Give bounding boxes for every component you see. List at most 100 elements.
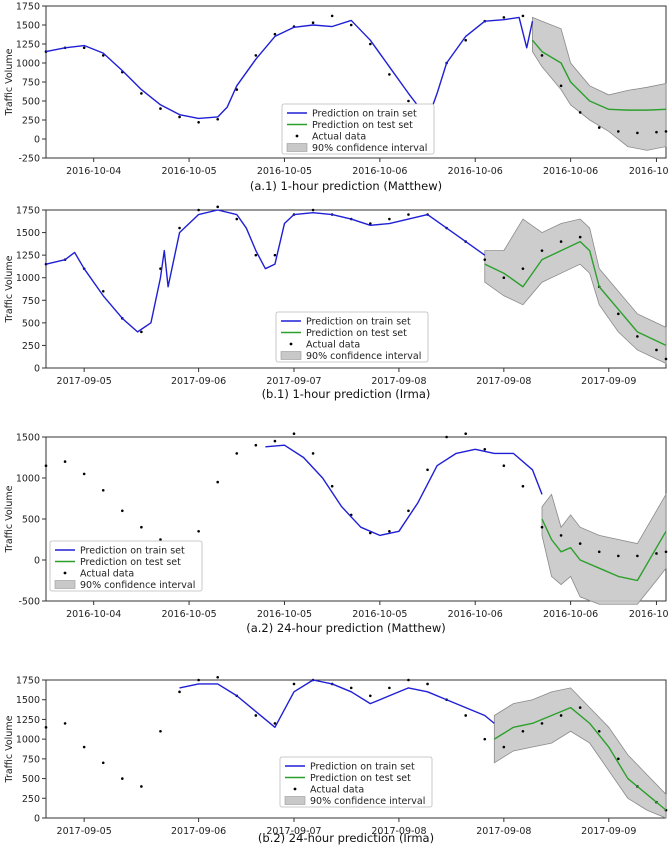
actual-data-point [655,552,658,555]
x-tick-label: 2016-10-05 [257,166,312,177]
actual-data-point [178,690,181,694]
confidence-band [532,16,667,151]
y-tick-label: 750 [22,296,40,307]
actual-data-point [82,745,86,749]
x-tick-label: 2016-10-04 [66,609,121,620]
actual-data-point [101,289,105,293]
x-tick-label: 2017-09-08 [371,376,426,387]
x-tick-label: 2016-10-05 [161,609,216,620]
actual-data-point [464,38,467,42]
y-tick-label: 0 [34,556,40,567]
actual-data-point [521,14,525,18]
actual-data-point [407,213,410,216]
actual-data-point [559,714,563,717]
y-tick-label: 1000 [16,735,40,746]
y-tick-label: -250 [18,154,40,165]
actual-data-point [44,464,48,468]
actual-data-point [330,14,334,18]
y-tick-label: 1750 [16,2,40,13]
actual-data-point [82,472,86,476]
actual-data-point [540,249,544,252]
y-tick-label: 1000 [16,474,40,485]
x-tick-label: 2017-09-05 [57,826,112,837]
actual-data-point [369,222,372,225]
legend-box [281,103,435,155]
actual-data-point [388,686,391,690]
actual-data-point [502,745,506,749]
actual-data-point [159,538,162,541]
y-tick-label: 1000 [16,273,40,284]
actual-data-point [311,452,315,455]
actual-data-point [636,554,639,558]
train-prediction-line [45,16,534,121]
actual-data-point [407,99,410,103]
x-tick-label: 2017-09-09 [581,826,636,837]
legend-ci-swatch [280,351,302,360]
actual-data-point [292,432,296,436]
actual-data-point [216,117,219,121]
actual-data-point [597,729,601,733]
y-tick-label: 250 [22,341,40,352]
actual-data-point [254,443,258,447]
actual-data-point [197,678,200,682]
actual-data-point [388,73,391,76]
actual-data-point [159,729,162,733]
x-tick-label: 2017-09-05 [57,376,112,387]
y-tick-label: 500 [22,515,40,526]
y-tick-label: 1250 [16,40,40,51]
x-tick-label: 2016-10-07 [629,609,669,620]
actual-data-point [597,126,601,129]
actual-data-point [121,777,124,780]
y-tick-label: 1750 [16,676,40,687]
actual-data-point [521,267,525,270]
train-prediction-line [179,679,495,729]
y-tick-label: 750 [22,78,40,89]
actual-data-point [44,726,48,729]
actual-data-point [502,16,506,19]
actual-data-point [101,54,105,57]
actual-data-point [540,54,544,57]
actual-data-point [369,42,372,46]
actual-data-point [578,706,582,709]
test-prediction-line [493,706,667,811]
chart-caption: (a.1) 1-hour prediction (Matthew) [250,179,442,193]
actual-data-point [559,84,563,88]
legend-entry-label: 90% confidence interval [312,143,427,154]
chart-panel-2: 0 250 500 750 1000 1250 1500 1750 2017-09-05 2017… [4,205,668,401]
actual-data-point [559,240,563,243]
x-tick-label: 2017-09-08 [476,376,531,387]
legend-actual-swatch [293,787,297,791]
actual-data-point [101,761,105,765]
y-tick-label: 500 [22,318,40,329]
legend-actual-swatch [295,134,299,138]
legend-entry-label: Actual data [306,340,360,351]
actual-data-point [483,448,487,451]
chart-panel-3: -500 0 500 1000 1500 2016-10-04 2016-10-05 2016… [4,432,669,635]
train-prediction-line [265,444,543,537]
legend-entry-label: Prediction on test set [80,557,181,568]
legend-ci-swatch [286,143,308,152]
legend-actual-swatch [289,342,293,346]
legend-box [49,540,203,592]
actual-data-point [578,542,582,545]
actual-data-point [540,525,544,529]
actual-data-point [349,23,353,27]
legend-entry-label: Prediction on test set [310,773,411,784]
actual-data-point [655,348,658,352]
x-tick-label: 2016-10-06 [543,166,598,177]
y-tick-label: 1250 [16,251,40,262]
actual-data-point [216,205,219,209]
actual-data-point [664,130,668,133]
legend-entry-label: 90% confidence interval [310,796,425,807]
legend-entry-label: Prediction on train set [306,317,411,328]
x-tick-label: 2017-09-08 [476,826,531,837]
actual-data-point [63,460,67,463]
actual-data-point [140,525,143,529]
x-tick-label: 2017-09-09 [581,376,636,387]
x-tick-label: 2016-10-05 [257,609,312,620]
actual-data-point [559,534,563,537]
actual-data-point [140,92,143,95]
train-prediction-line [45,209,486,333]
actual-data-point [483,737,487,741]
